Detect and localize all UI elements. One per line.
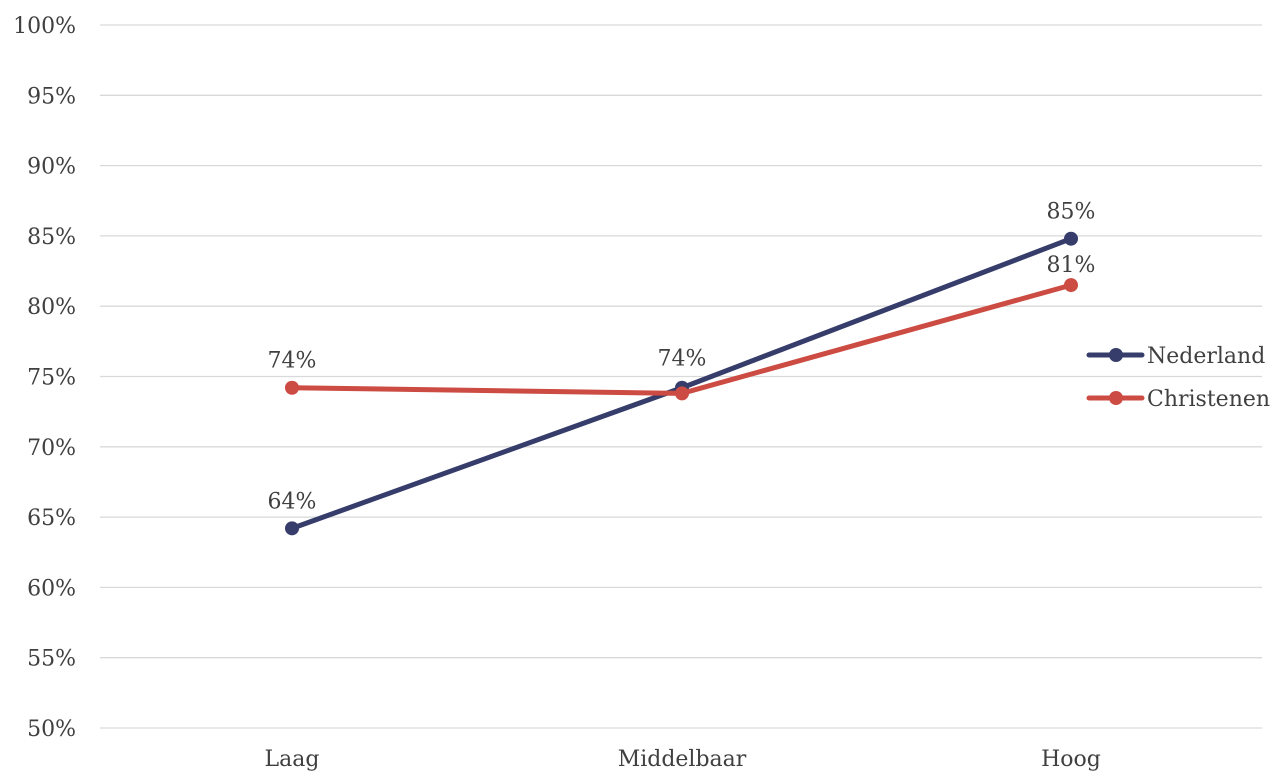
y-tick-label: 100% xyxy=(13,14,76,39)
legend-label-christenen: Christenen xyxy=(1147,387,1270,412)
x-category-label: Middelbaar xyxy=(618,747,747,771)
y-tick-label: 70% xyxy=(27,436,76,461)
data-point-christenen xyxy=(285,380,299,395)
y-tick-label: 75% xyxy=(27,366,76,391)
legend-label-nederland: Nederland xyxy=(1147,344,1265,369)
data-point-nederland xyxy=(1064,231,1078,246)
y-tick-label: 50% xyxy=(27,717,76,742)
y-axis-tick-labels: 50% 55% 60% 65% 70% 75% 80% 85% 90% 95% 100% xyxy=(13,14,76,742)
data-point-nederland xyxy=(285,521,299,536)
x-axis-category-labels: Laag Middelbaar Hoog xyxy=(265,747,1101,771)
y-tick-label: 90% xyxy=(27,155,76,180)
data-label-christenen: 81% xyxy=(1047,253,1096,278)
y-tick-label: 95% xyxy=(27,84,76,109)
y-tick-label: 60% xyxy=(27,576,76,601)
x-category-label: Laag xyxy=(265,747,320,771)
data-point-christenen xyxy=(1064,278,1078,293)
y-tick-label: 65% xyxy=(27,506,76,531)
legend-swatch-marker xyxy=(1109,391,1123,405)
y-tick-label: 85% xyxy=(27,225,76,250)
series-lines xyxy=(285,231,1078,536)
x-category-label: Hoog xyxy=(1041,747,1101,771)
legend: Nederland Christenen xyxy=(1086,344,1270,412)
gridlines xyxy=(100,24,1262,729)
data-label-nederland: 85% xyxy=(1047,200,1096,225)
data-label-nederland: 64% xyxy=(268,489,317,514)
y-tick-label: 55% xyxy=(27,647,76,672)
y-tick-label: 80% xyxy=(27,295,76,320)
data-label-christenen: 74% xyxy=(268,349,317,374)
data-labels: 64% 74% 85% 74% 81% xyxy=(268,200,1096,515)
data-label-nederland: 74% xyxy=(658,347,707,372)
legend-swatch-marker xyxy=(1109,348,1123,362)
data-point-christenen xyxy=(675,386,689,401)
